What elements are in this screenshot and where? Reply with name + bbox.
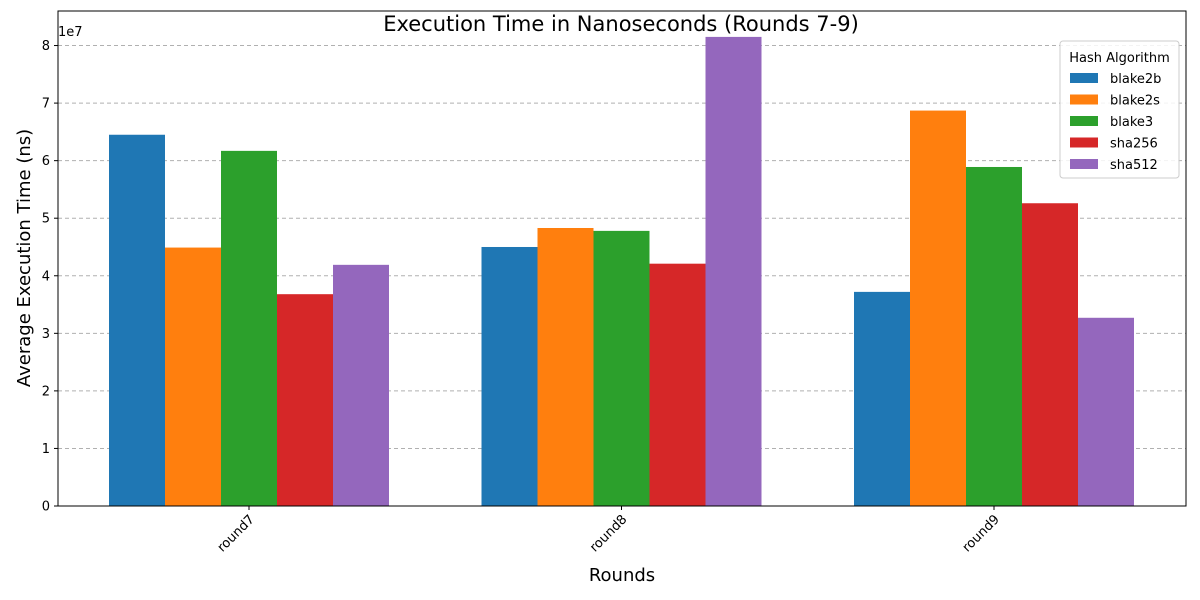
- y-tick-label: 0: [42, 500, 50, 515]
- x-tick-label: round8: [587, 512, 630, 555]
- bar-blake2s-round9: [910, 110, 966, 506]
- y-tick-label: 8: [42, 39, 50, 54]
- bar-blake2s-round8: [537, 227, 594, 506]
- y-tick-label: 7: [42, 97, 50, 112]
- bar-sha256-round9: [1022, 203, 1078, 506]
- x-axis-title: Rounds: [589, 565, 655, 586]
- legend-label-sha256: sha256: [1110, 137, 1158, 152]
- legend-label-sha512: sha512: [1110, 158, 1158, 173]
- legend-swatch-blake2b: [1070, 73, 1098, 83]
- legend-swatch-sha512: [1070, 159, 1098, 169]
- y-tick-label: 3: [42, 327, 50, 342]
- bar-blake3-round7: [221, 150, 277, 506]
- legend: Hash Algorithm blake2b blake2s blake3 sha256…: [1059, 40, 1180, 179]
- bar-sha256-round7: [277, 294, 333, 506]
- bar-sha512-round8: [705, 36, 762, 507]
- legend-label-blake2s: blake2s: [1110, 94, 1160, 109]
- y-tick-label: 1: [42, 442, 50, 457]
- legend-title: Hash Algorithm: [1069, 51, 1170, 66]
- y-axis: 0 1 2 3 4 5 6 7 8: [42, 39, 58, 515]
- bar-sha256-round8: [649, 263, 706, 506]
- y-offset-label: 1e7: [58, 25, 83, 40]
- chart-title: Execution Time in Nanoseconds (Rounds 7-…: [383, 12, 859, 36]
- legend-swatch-sha256: [1070, 137, 1098, 148]
- y-tick-label: 2: [42, 384, 50, 399]
- legend-label-blake2b: blake2b: [1110, 72, 1161, 87]
- legend-swatch-blake2s: [1070, 94, 1098, 105]
- x-axis: round7 round8 round9: [215, 506, 1003, 555]
- bars: [109, 36, 1134, 507]
- y-axis-title: Average Execution Time (ns): [14, 129, 35, 387]
- bar-blake2s-round7: [165, 247, 221, 506]
- bar-blake2b-round7: [109, 134, 165, 506]
- bar-blake3-round8: [593, 230, 650, 507]
- y-tick-label: 4: [42, 269, 50, 284]
- legend-label-blake3: blake3: [1110, 115, 1153, 130]
- bar-blake2b-round9: [854, 291, 910, 506]
- y-tick-label: 6: [42, 154, 50, 169]
- x-tick-label: round9: [960, 512, 1003, 555]
- bar-sha512-round7: [333, 264, 389, 506]
- bar-blake2b-round8: [481, 246, 538, 506]
- legend-swatch-blake3: [1070, 116, 1098, 126]
- y-tick-label: 5: [42, 212, 50, 227]
- x-tick-label: round7: [215, 512, 258, 555]
- bar-blake3-round9: [966, 166, 1022, 507]
- bar-sha512-round9: [1078, 317, 1134, 506]
